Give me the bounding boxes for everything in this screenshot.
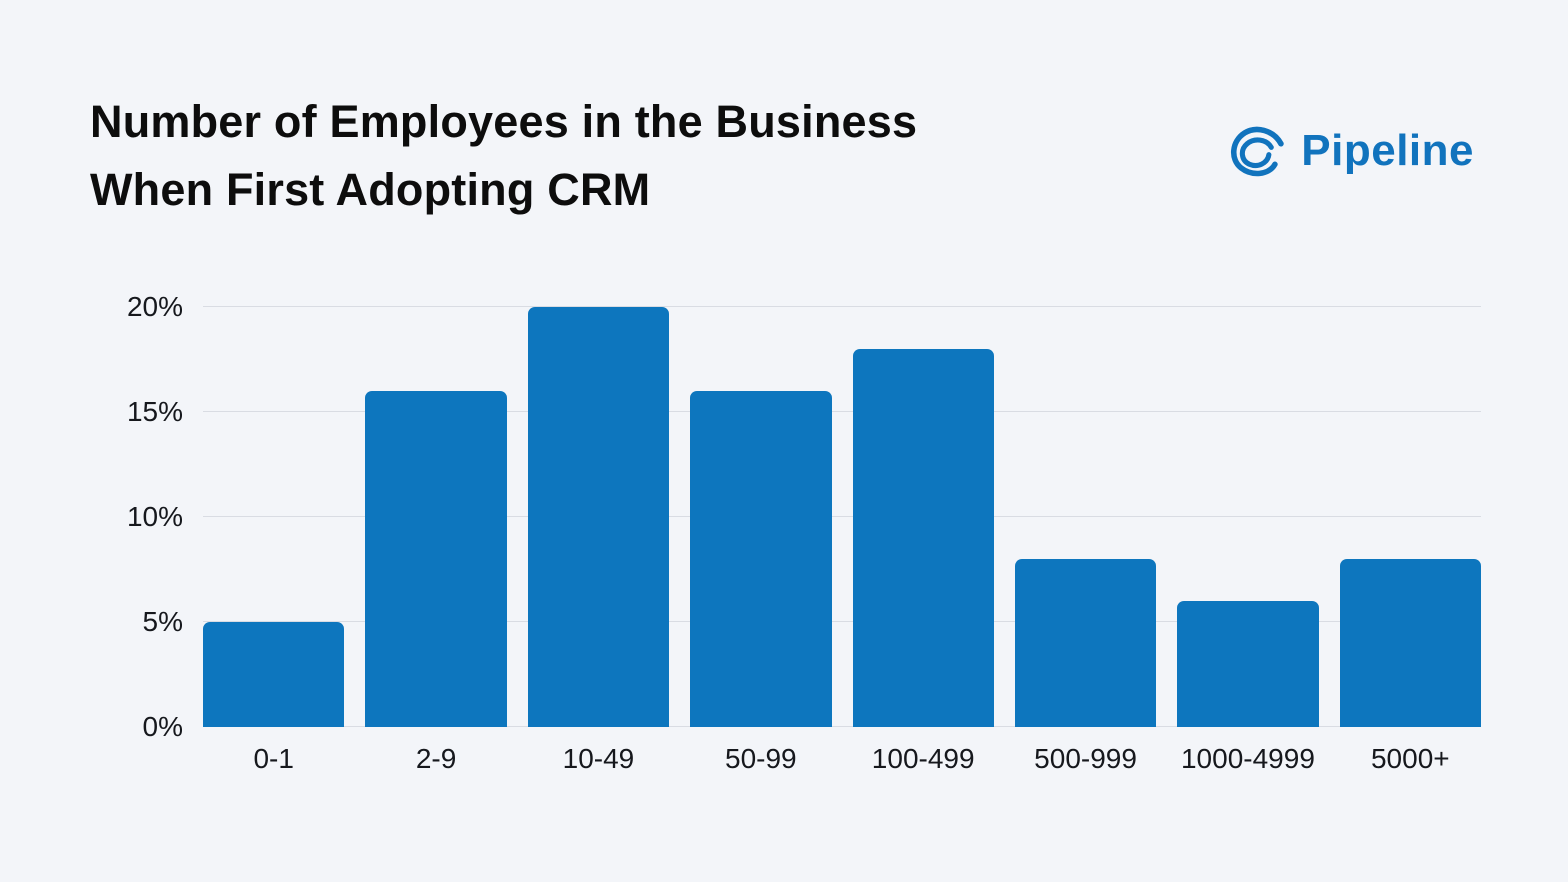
x-tick-label-5000+: 5000+ [1370,743,1450,774]
bar-50-99 [690,391,832,727]
gridline-10: 10% [127,501,1481,532]
gridline-15: 15% [127,396,1481,427]
bar-100-499 [852,349,994,727]
x-tick-label-100-499: 100-499 [871,743,975,774]
bar-0-1 [203,622,345,727]
x-tick-label-500-999: 500-999 [1034,743,1137,774]
y-tick-label-10: 10% [126,501,183,532]
x-axis-labels: 0-1 2-9 10-49 50-99 100-499 500-999 1000-4999 5… [203,743,1481,775]
y-tick-label-0: 0% [142,711,183,742]
chart-title-line-1: Number of Employees in the Business [90,96,918,147]
x-tick-label-0-1: 0-1 [253,743,294,774]
chart-title: Number of Employees in the Business When… [90,88,917,223]
bar-2-9 [365,391,507,727]
pipeline-logo-text: Pipeline [1301,126,1474,175]
y-tick-label-20: 20% [126,291,183,322]
pipeline-logo: Pipeline [1229,122,1474,180]
bar-chart: 0% 5% 10% 15% 20% 0-1 2-9 10-49 50-99 100-499 500… [127,291,1481,774]
y-tick-label-15: 15% [126,396,183,427]
x-tick-label-2-9: 2-9 [415,743,457,774]
bars-container [203,307,1481,727]
pipeline-swirl-logo-icon [1229,122,1287,180]
bar-1000-4999 [1177,601,1319,727]
bar-500-999 [1014,559,1157,727]
chart-title-line-2: When First Adopting CRM [90,163,651,215]
x-tick-label-50-99: 50-99 [725,743,797,774]
y-tick-label-5: 5% [142,606,183,637]
bar-5000+ [1339,559,1481,727]
plot-area: 0% 5% 10% 15% 20% [127,291,1481,742]
gridline-20: 20% [127,291,1481,322]
gridline-0: 0% [143,711,1481,742]
x-tick-label-1000-4999: 1000-4999 [1180,743,1315,774]
gridline-5: 5% [143,606,1481,637]
x-tick-label-10-49: 10-49 [562,743,635,774]
bar-10-49 [527,307,670,727]
